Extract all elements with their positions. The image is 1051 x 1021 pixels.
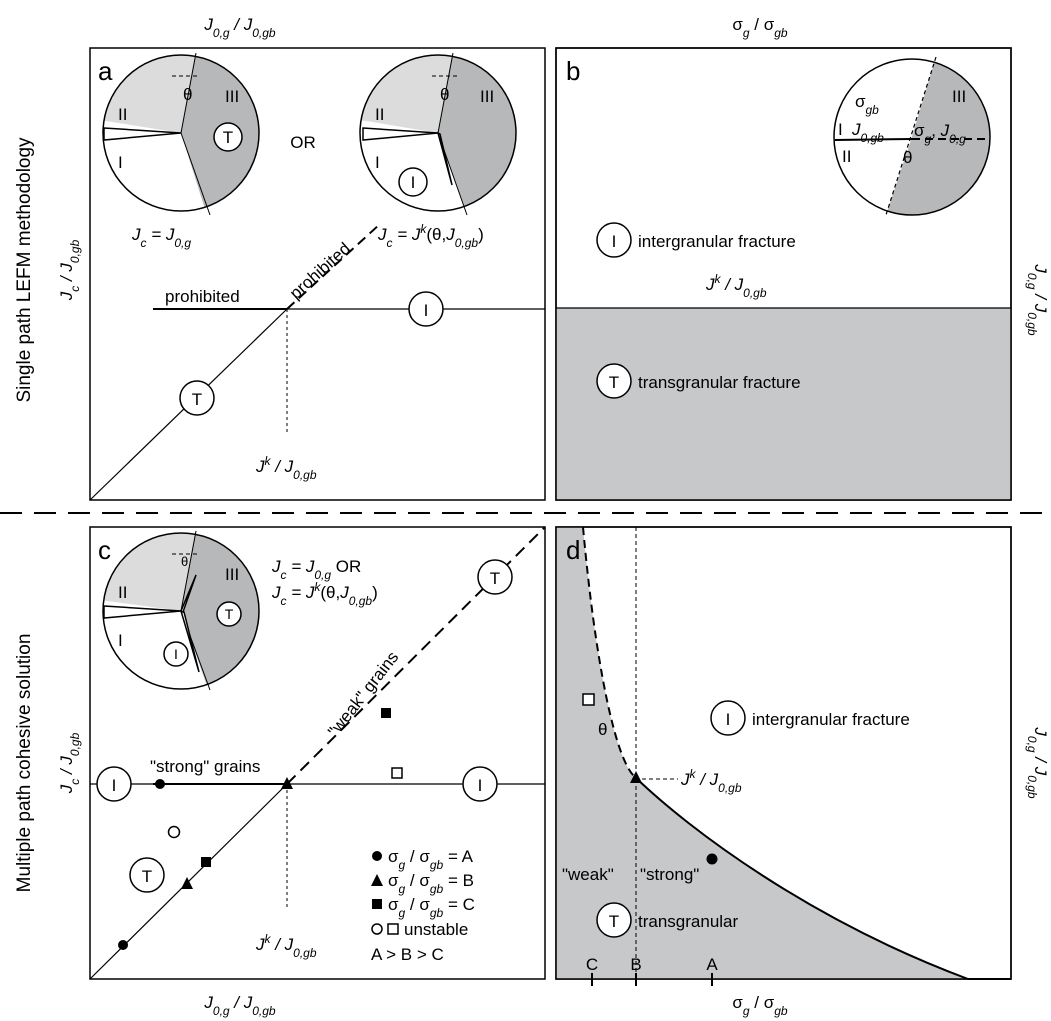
point-c [381, 708, 391, 718]
weak-boundary-curve [582, 526, 636, 778]
point-a [155, 779, 165, 789]
point-b [181, 877, 193, 889]
transgranular-fracture-label: transgranular fracture [638, 373, 801, 392]
intergranular-label: intergranular fracture [638, 232, 796, 251]
transgranular-label: transgranular [638, 912, 739, 931]
theta-label: θ [183, 85, 192, 104]
grain-label-three: III [225, 87, 239, 106]
point-b [630, 771, 642, 783]
legend-open-circle-icon [371, 923, 383, 935]
panel-a-y-axis-label: Jc / J0,gb [57, 239, 82, 301]
unstable-circle [167, 825, 181, 839]
point-a [706, 853, 718, 865]
grain-label-two: II [375, 105, 384, 124]
panel-d-frame [555, 526, 1012, 980]
panel-a: a θ II III I T OR [89, 47, 546, 501]
tick-b: B [630, 955, 641, 974]
transgranular-region [556, 308, 1011, 500]
marker-t: T [490, 569, 500, 588]
crack [362, 127, 439, 141]
top-right-axis-title: σg / σgb [732, 15, 788, 40]
legend-order: A > B > C [371, 945, 444, 964]
tick-c: C [586, 955, 598, 974]
tick-a: A [706, 955, 718, 974]
grain-label-two: II [118, 105, 127, 124]
theta-label: θ [440, 85, 449, 104]
weak-grains-line [286, 526, 546, 785]
row-label-bottom: Multiple path cohesive solution [14, 634, 35, 893]
marker-t: T [609, 912, 619, 931]
or-label: OR [290, 133, 316, 152]
grain-label-three: III [225, 565, 239, 584]
row-label-top: Single path LEFM methodology [14, 137, 35, 403]
marker-t: T [142, 867, 152, 886]
panel-d-y-axis-label: J0,g / J0,gb [1025, 726, 1050, 799]
legend-circle-icon [372, 851, 382, 861]
grain-label-one: I [375, 153, 380, 172]
top-left-axis-title: J0,g / J0,gb [203, 15, 276, 40]
strong-label: "strong" [640, 865, 699, 884]
legend-open-square-icon [387, 923, 399, 935]
panel-a-inset-right: θ II III I I [359, 52, 517, 216]
panel-c-letter: c [98, 535, 111, 565]
crack [103, 127, 182, 141]
marker-t: T [192, 390, 202, 409]
strong-boundary-curve [634, 776, 969, 980]
marker-i: I [726, 710, 731, 729]
prohibited-label: prohibited [165, 287, 240, 306]
panel-b-letter: b [566, 56, 580, 86]
marker-t: T [223, 128, 233, 147]
marker-i: I [411, 173, 416, 192]
panel-b-y-axis-label: J0,g / J0,gb [1025, 263, 1050, 336]
marker-i: I [478, 776, 483, 795]
grain-label-one: I [118, 153, 123, 172]
point-b [281, 777, 293, 789]
theta-label: θ [598, 720, 607, 739]
marker-i: I [612, 232, 617, 251]
marker-i: I [174, 646, 178, 662]
panel-c-y-axis-label: Jc / J0,gb [57, 732, 82, 794]
bottom-left-axis-title: J0,g / J0,gb [203, 993, 276, 1018]
legend-triangle-icon [371, 874, 383, 886]
panel-a-inset-left: θ II III I T [102, 52, 260, 216]
grain-label-three: III [952, 87, 966, 106]
grain-label-one: I [118, 631, 123, 650]
panel-b-frame [555, 47, 1012, 501]
theta-label: θ [181, 554, 188, 569]
panel-a-letter: a [98, 56, 113, 86]
panel-b: b σgb I J0,gb II III σg, J0,g θ I interg… [555, 47, 1012, 501]
unstable-square [582, 693, 595, 706]
marker-t: T [225, 606, 234, 622]
grain-label-two: II [842, 147, 851, 166]
unstable-square [391, 767, 403, 779]
crack [103, 605, 182, 619]
point-c [201, 857, 211, 867]
marker-i: I [424, 301, 429, 320]
panel-d-letter: d [566, 535, 580, 565]
theta-label: θ [903, 148, 912, 167]
legend-unstable: unstable [404, 920, 468, 939]
transgranular-region [556, 527, 968, 979]
marker-i: I [112, 776, 117, 795]
intergranular-label: intergranular fracture [752, 710, 910, 729]
panel-d: d θ Jk / J0,gb I intergranular fracture … [555, 526, 1012, 986]
grain-label-two: II [118, 583, 127, 602]
bottom-right-axis-title: σg / σgb [732, 993, 788, 1018]
point-a [118, 940, 128, 950]
weak-label: "weak" [562, 865, 614, 884]
marker-t: T [609, 373, 619, 392]
panel-c: c θ II III I T I Jc = J0,g OR Jc = Jk(θ,… [89, 526, 546, 980]
prohibited-dashed-line [286, 223, 381, 310]
grain-label-one: I [838, 120, 843, 139]
legend-square-icon [372, 899, 382, 909]
grain-label-three: III [480, 87, 494, 106]
strong-grains-label: "strong" grains [150, 757, 260, 776]
